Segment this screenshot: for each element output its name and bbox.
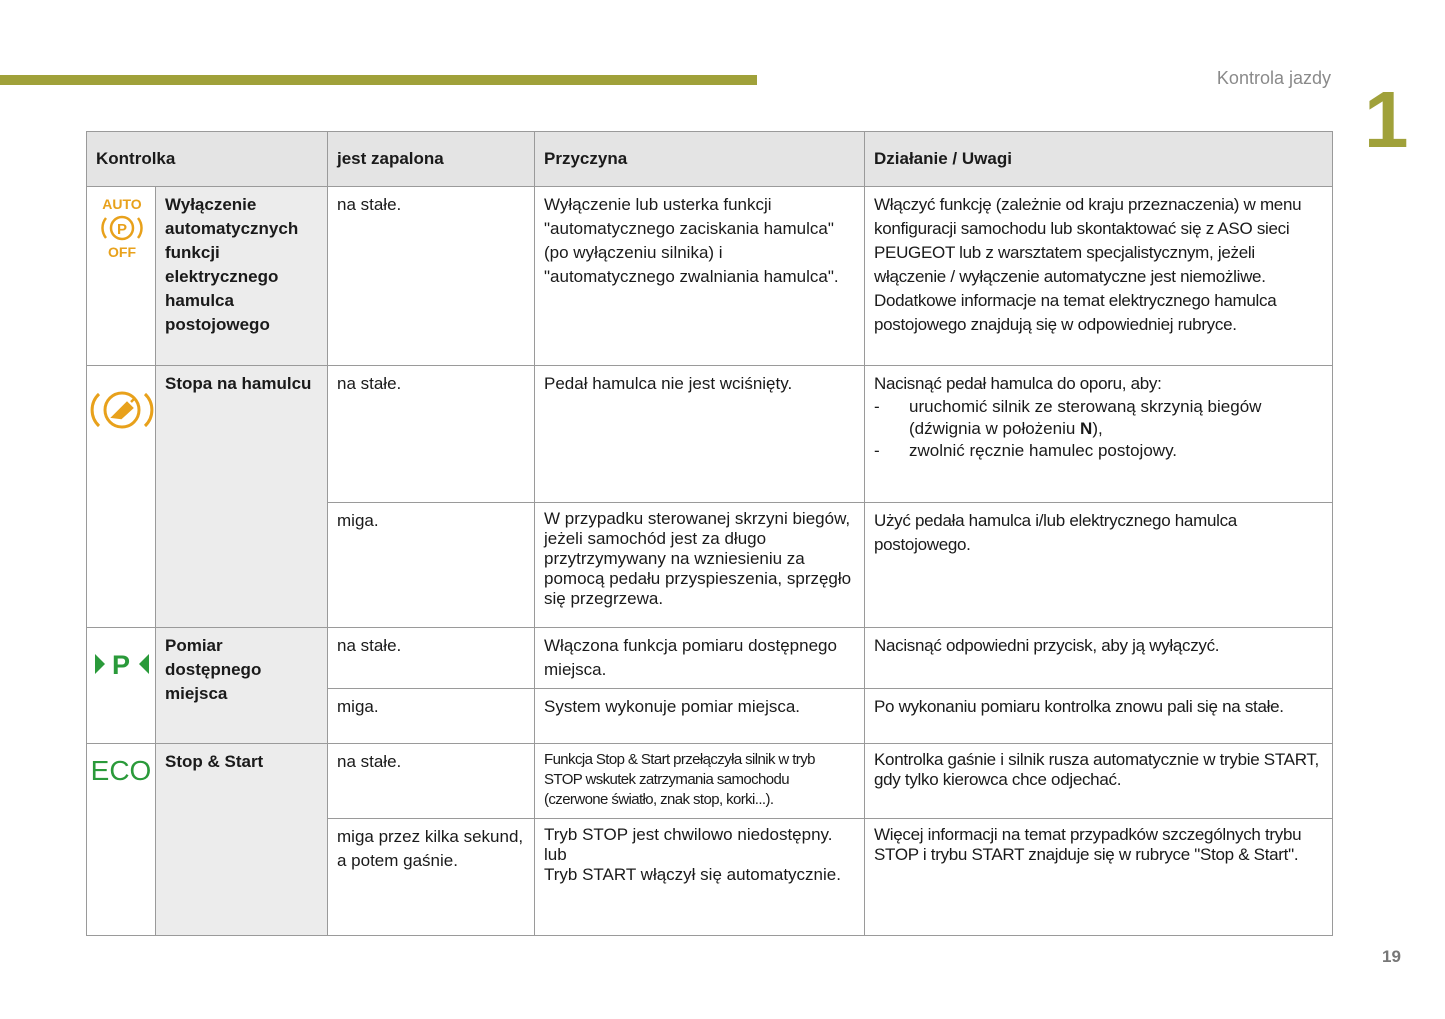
table-row: Stopa na hamulcu na stałe. Pedał hamulca n… xyxy=(86,365,1333,628)
section-title: Kontrola jazdy xyxy=(1216,68,1331,88)
action-text: Nacisnąć pedał hamulca do oporu, aby: xyxy=(874,374,1162,393)
lamp-state: na stałe. xyxy=(327,186,535,366)
list-text: zwolnić ręcznie hamulec postojowy. xyxy=(909,440,1177,462)
cause-cell: Pedał hamulca nie jest wciśnięty. xyxy=(534,365,865,503)
lamp-name: Pomiar dostępnego miejsca xyxy=(155,627,328,744)
cause-cell: Funkcja Stop & Start przełączyła silnik … xyxy=(534,743,865,819)
lamp-state: miga. xyxy=(327,502,535,628)
table-row: AUTO P OFF Wyłączenie automatycznych funkcj… xyxy=(86,186,1333,366)
cause-cell: Włączona funkcja pomiaru dostępnego miej… xyxy=(534,627,865,689)
lamp-name: Stop & Start xyxy=(155,743,328,936)
lamp-name: Stopa na hamulcu xyxy=(155,365,328,628)
lamp-state: na stałe. xyxy=(327,627,535,689)
chapter-number: 1 xyxy=(1364,75,1409,164)
cause-text: System wykonuje pomiar miejsca. xyxy=(544,697,801,716)
icon-text: P xyxy=(117,221,127,238)
cause-text: lub xyxy=(544,845,567,864)
page-number: 19 xyxy=(1382,947,1401,966)
icon-shape xyxy=(103,391,141,429)
icon-shape xyxy=(139,654,149,674)
list-marker: - xyxy=(874,441,880,460)
column-header: Kontrolka xyxy=(86,131,328,187)
lamp-name: Wyłączenie automatycznych funkcji elektr… xyxy=(155,186,328,366)
warning-icon: P xyxy=(95,650,149,680)
action-text: Po wykonaniu pomiaru kontrolka znowu pal… xyxy=(874,697,1284,716)
action-cell: Włączyć funkcję (zależnie od kraju przez… xyxy=(864,186,1333,366)
action-text: Kontrolka gaśnie i silnik rusza automaty… xyxy=(874,750,1319,789)
icon-shape xyxy=(110,397,136,420)
warning-icon xyxy=(90,391,154,429)
cause-cell: Wyłączenie lub usterka funkcji "automaty… xyxy=(534,186,865,366)
table-row: miga. System wykonuje pomiar miejsca. Po w… xyxy=(87,688,1333,744)
item-bold: N xyxy=(1080,419,1093,438)
action-text: Więcej informacji na temat przypadków sz… xyxy=(874,825,1302,864)
lamp-state: miga. xyxy=(327,688,535,744)
action-cell: Nacisnąć pedał hamulca do oporu, aby: - ur… xyxy=(864,365,1333,503)
cause-text: Włączona funkcja pomiaru dostępnego miej… xyxy=(544,636,837,679)
icon-text: AUTO xyxy=(102,196,142,212)
item-text: ), xyxy=(1092,419,1103,438)
warning-icon: AUTO P OFF xyxy=(101,196,143,260)
cause-text: W przypadku sterowanej skrzyni biegów, j… xyxy=(544,509,852,608)
action-cell: Nacisnąć odpowiedni przycisk, aby ją wył… xyxy=(864,627,1333,689)
cause-text: Pedał hamulca nie jest wciśnięty. xyxy=(544,374,793,393)
header-bar xyxy=(0,75,757,85)
action-text: Włączyć funkcję (zależnie od kraju przez… xyxy=(874,195,1302,286)
header-row: Kontrolka jest zapalona Przyczyna Działanie… xyxy=(86,131,1333,187)
warning-icon: ECO xyxy=(91,755,152,786)
table-row: miga. W przypadku sterowanej skrzyni bieg… xyxy=(87,502,1333,628)
icon-shape xyxy=(95,654,105,674)
cause-text: Tryb START włączył się automatycznie. xyxy=(544,865,841,884)
action-text: Nacisnąć odpowiedni przycisk, aby ją wył… xyxy=(874,636,1220,655)
action-cell: Więcej informacji na temat przypadków sz… xyxy=(864,818,1333,936)
lamp-state: na stałe. xyxy=(327,743,535,819)
icon-cell xyxy=(86,365,156,628)
action-cell: Użyć pedała hamulca i/lub elektrycznego … xyxy=(864,502,1333,628)
icon-text: OFF xyxy=(108,244,136,260)
table-row: miga przez kilka sekund, a potem gaśnie.… xyxy=(87,818,1333,936)
list-item: - uruchomić silnik ze sterowaną skrzynią … xyxy=(874,396,1323,440)
cause-text: Wyłączenie lub usterka funkcji "automaty… xyxy=(544,195,839,286)
icon-text: P xyxy=(112,650,130,680)
action-cell: Po wykonaniu pomiaru kontrolka znowu pal… xyxy=(864,688,1333,744)
item-text: uruchomić silnik ze sterowaną skrzynią b… xyxy=(909,397,1262,438)
icon-shape xyxy=(90,392,154,428)
table-row: ECO Stop & Start na stałe. Funkcja Stop & S… xyxy=(86,743,1333,936)
action-cell: Kontrolka gaśnie i silnik rusza automaty… xyxy=(864,743,1333,819)
action-text: Dodatkowe informacje na temat elektryczn… xyxy=(874,291,1277,334)
icon-cell: ECO xyxy=(86,743,156,936)
icon-shape xyxy=(101,217,143,239)
icon-shape xyxy=(109,215,135,241)
column-header: jest zapalona xyxy=(327,131,535,187)
cause-cell: System wykonuje pomiar miejsca. xyxy=(534,688,865,744)
list-marker: - xyxy=(874,397,880,416)
cause-cell: Tryb STOP jest chwilowo niedostępny. lub T… xyxy=(534,818,865,936)
column-header: Działanie / Uwagi xyxy=(864,131,1333,187)
warning-table: Kontrolka jest zapalona Przyczyna Działanie… xyxy=(86,131,1333,936)
cause-text: Tryb STOP jest chwilowo niedostępny. xyxy=(544,825,833,844)
icon-text: ECO xyxy=(91,755,152,786)
column-header: Przyczyna xyxy=(534,131,865,187)
lamp-state: miga przez kilka sekund, a potem gaśnie. xyxy=(327,818,535,936)
lamp-state: na stałe. xyxy=(327,365,535,503)
list-text: uruchomić silnik ze sterowaną skrzynią b… xyxy=(909,396,1323,440)
icon-cell: P xyxy=(86,627,156,744)
cause-text: Funkcja Stop & Start przełączyła silnik … xyxy=(544,751,815,808)
icon-cell: AUTO P OFF xyxy=(86,186,156,366)
action-text: Użyć pedała hamulca i/lub elektrycznego … xyxy=(874,511,1237,554)
list-item: - zwolnić ręcznie hamulec postojowy. xyxy=(874,440,1323,462)
item-text: zwolnić ręcznie hamulec postojowy. xyxy=(909,441,1178,460)
cause-cell: W przypadku sterowanej skrzyni biegów, j… xyxy=(534,502,865,628)
table-row: P Pomiar dostępnego miejsca na stałe. Włącz… xyxy=(86,627,1333,744)
